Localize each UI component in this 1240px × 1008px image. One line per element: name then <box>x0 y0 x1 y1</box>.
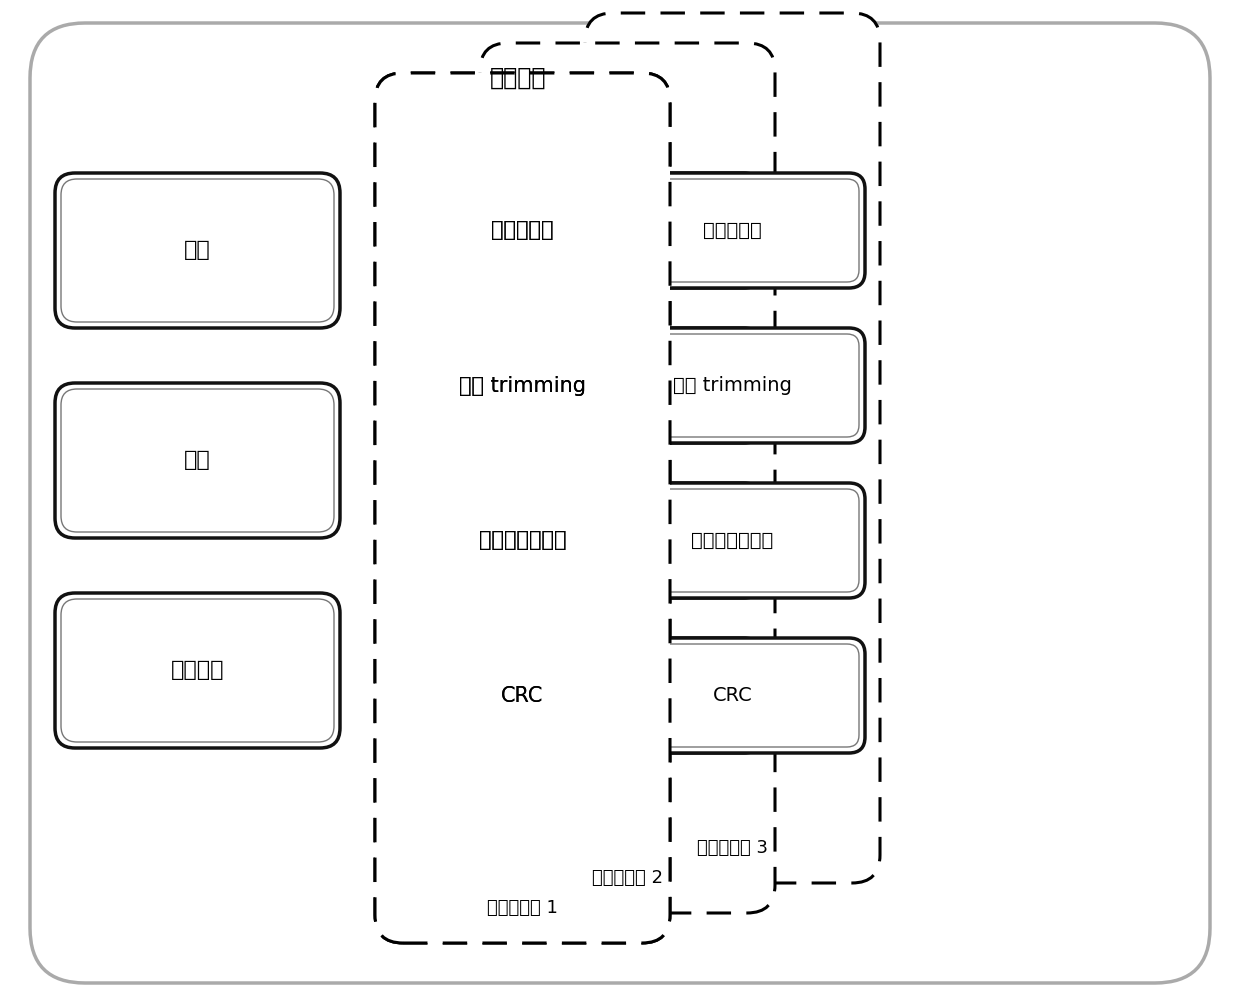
FancyBboxPatch shape <box>495 173 760 288</box>
FancyBboxPatch shape <box>404 102 641 914</box>
Text: 数据编解码: 数据编解码 <box>598 221 657 240</box>
FancyBboxPatch shape <box>391 483 655 598</box>
Text: 时钟 trimming: 时钟 trimming <box>459 376 587 395</box>
FancyBboxPatch shape <box>374 73 670 943</box>
FancyBboxPatch shape <box>30 23 1210 983</box>
Text: CRC: CRC <box>501 685 543 706</box>
FancyBboxPatch shape <box>495 328 760 443</box>
FancyBboxPatch shape <box>606 644 859 747</box>
FancyBboxPatch shape <box>396 179 649 282</box>
FancyBboxPatch shape <box>495 638 760 753</box>
Text: CRC: CRC <box>608 686 647 705</box>
Text: 数据编解码: 数据编解码 <box>491 221 554 241</box>
FancyBboxPatch shape <box>391 328 655 443</box>
FancyBboxPatch shape <box>55 383 340 538</box>
Text: 命令解码: 命令解码 <box>171 660 224 680</box>
Text: 初始化数据设置: 初始化数据设置 <box>479 530 567 550</box>
FancyBboxPatch shape <box>501 489 754 592</box>
FancyBboxPatch shape <box>396 179 649 282</box>
FancyBboxPatch shape <box>396 334 649 437</box>
FancyBboxPatch shape <box>61 599 334 742</box>
FancyBboxPatch shape <box>396 644 649 747</box>
FancyBboxPatch shape <box>55 173 340 328</box>
FancyBboxPatch shape <box>61 179 334 322</box>
Text: 时钟: 时钟 <box>184 241 211 260</box>
FancyBboxPatch shape <box>61 389 334 532</box>
FancyBboxPatch shape <box>391 638 655 753</box>
Text: 单标签测试 1: 单标签测试 1 <box>487 899 558 917</box>
FancyBboxPatch shape <box>55 593 340 748</box>
FancyBboxPatch shape <box>501 644 754 747</box>
FancyBboxPatch shape <box>396 334 649 437</box>
FancyBboxPatch shape <box>600 483 866 598</box>
Text: 顶层文件: 顶层文件 <box>490 66 547 90</box>
Text: 时钟 trimming: 时钟 trimming <box>459 376 587 395</box>
Text: 时钟 trimming: 时钟 trimming <box>673 376 792 395</box>
FancyBboxPatch shape <box>501 179 754 282</box>
FancyBboxPatch shape <box>600 173 866 288</box>
FancyBboxPatch shape <box>374 73 670 943</box>
Text: 单标签测试 2: 单标签测试 2 <box>591 869 663 887</box>
FancyBboxPatch shape <box>606 179 859 282</box>
FancyBboxPatch shape <box>391 173 655 288</box>
Text: CRC: CRC <box>713 686 753 705</box>
Text: 数据编解码: 数据编解码 <box>491 221 554 241</box>
Text: 初始化数据设置: 初始化数据设置 <box>587 531 668 550</box>
FancyBboxPatch shape <box>600 328 866 443</box>
Text: CRC: CRC <box>501 685 543 706</box>
FancyBboxPatch shape <box>396 489 649 592</box>
FancyBboxPatch shape <box>606 489 859 592</box>
FancyBboxPatch shape <box>391 328 655 443</box>
Text: 复位: 复位 <box>184 451 211 471</box>
FancyBboxPatch shape <box>600 638 866 753</box>
FancyBboxPatch shape <box>396 489 649 592</box>
FancyBboxPatch shape <box>396 644 649 747</box>
FancyBboxPatch shape <box>480 43 775 913</box>
Text: 时钟 trimming: 时钟 trimming <box>568 376 687 395</box>
FancyBboxPatch shape <box>606 334 859 437</box>
FancyBboxPatch shape <box>495 483 760 598</box>
FancyBboxPatch shape <box>391 638 655 753</box>
FancyBboxPatch shape <box>585 13 880 883</box>
FancyBboxPatch shape <box>501 334 754 437</box>
FancyBboxPatch shape <box>391 173 655 288</box>
FancyBboxPatch shape <box>391 483 655 598</box>
Text: 数据编解码: 数据编解码 <box>703 221 761 240</box>
Text: 初始化数据设置: 初始化数据设置 <box>692 531 774 550</box>
Text: 初始化数据设置: 初始化数据设置 <box>479 530 567 550</box>
Text: 单标签测试 3: 单标签测试 3 <box>697 839 768 857</box>
